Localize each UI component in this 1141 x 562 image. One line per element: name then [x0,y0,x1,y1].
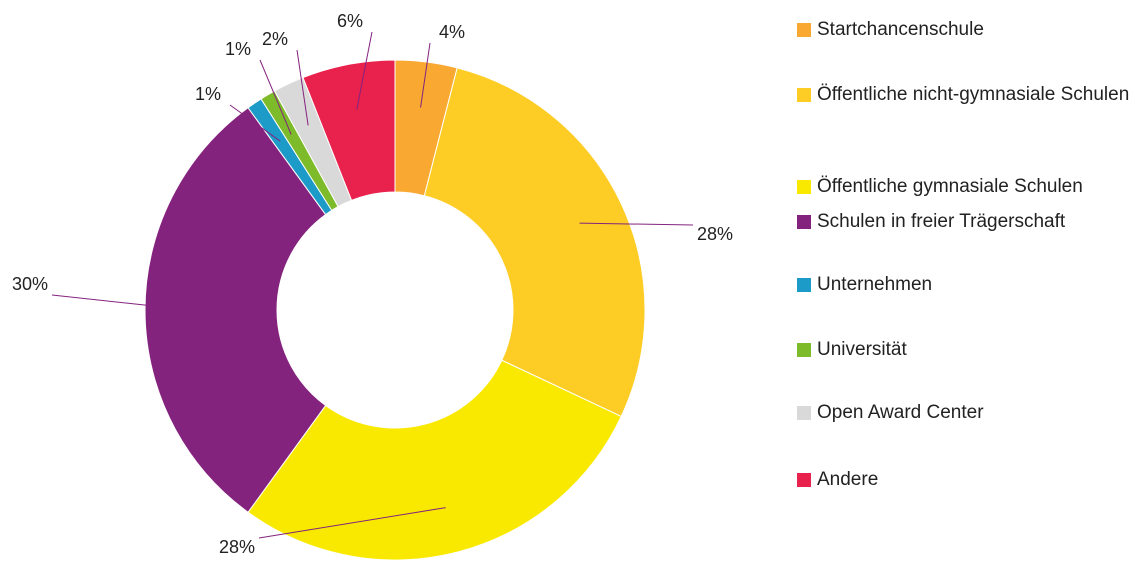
legend-swatch [797,23,811,37]
legend-swatch [797,88,811,102]
legend-swatch [797,343,811,357]
legend-item: Schulen in freier Trägerschaft [797,208,1137,236]
legend-item: Öffentliche nicht-gymnasiale Schulen [797,81,1137,109]
legend-item: Unternehmen [797,271,1137,299]
legend-label: Andere [817,469,879,490]
legend-item: Universität [797,336,1137,364]
leader-line [51,294,192,311]
data-label: 6% [337,11,363,31]
legend-swatch [797,215,811,229]
slice [302,59,396,201]
leader-line [420,42,431,108]
data-label: 4% [439,22,465,42]
legend-label: Startchancenschule [817,19,984,40]
data-label: 1% [225,39,251,59]
legend-item: Open Award Center [797,399,1137,427]
leader-line [296,49,309,126]
data-label: 30% [12,274,48,294]
legend-item: Öffentliche gymnasiale Schulen [797,173,1137,201]
legend-label: Öffentliche gymnasiale Schulen [817,176,1083,197]
legend-label: Unternehmen [817,274,933,295]
leader-line [579,222,694,226]
legend-label: Schulen in freier Trägerschaft [817,211,1066,232]
legend-item: Andere [797,466,1137,494]
legend-swatch [797,473,811,487]
leader-line [356,31,373,110]
legend-label: Universität [817,339,907,360]
legend-label: Öffentliche nicht-gymnasiale Schulen [817,84,1130,105]
leader-line [258,507,446,539]
leader-line [229,104,281,142]
slice [144,107,327,513]
legend-item: Startchancenschule [797,16,1137,44]
slice [247,359,622,561]
data-label: 28% [219,537,255,557]
data-label: 28% [697,224,733,244]
legend-swatch [797,180,811,194]
legend-swatch [797,278,811,292]
data-label: 2% [262,29,288,49]
slice [423,67,646,418]
legend-swatch [797,406,811,420]
data-label: 1% [195,84,221,104]
leader-line [259,59,292,135]
legend-label: Open Award Center [817,402,984,423]
